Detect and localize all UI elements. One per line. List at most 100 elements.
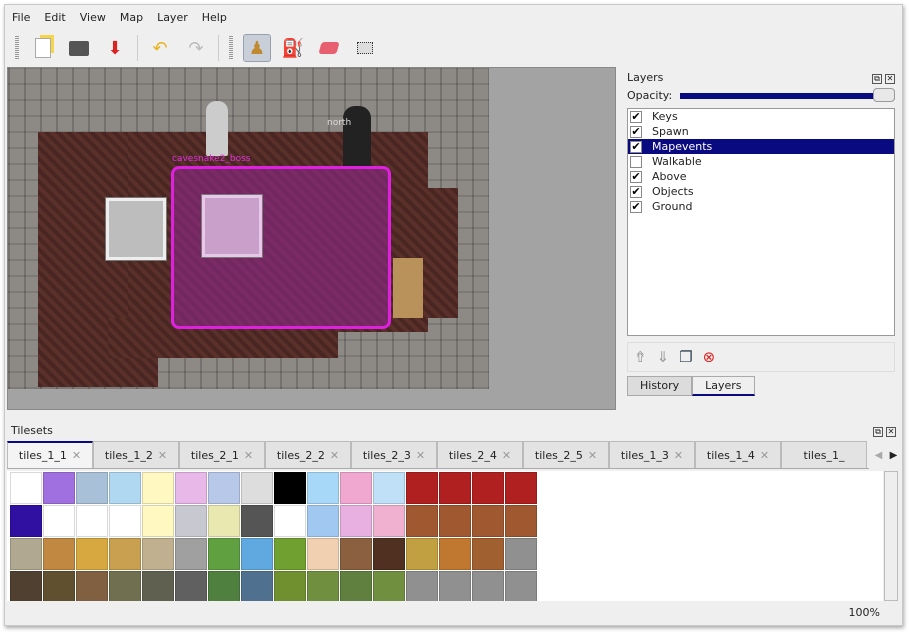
layer-visibility-checkbox[interactable]: ✔ [630, 199, 642, 213]
tileset-scrollbar[interactable] [884, 471, 898, 601]
layer-item[interactable]: ✔ Mapevents [628, 139, 894, 154]
tileset-tile[interactable] [208, 472, 240, 504]
duplicate-layer-icon[interactable]: ❐ [679, 348, 693, 366]
tileset-tab[interactable]: tiles_1_1 ✕ [7, 441, 93, 468]
menu-file[interactable]: File [12, 11, 31, 24]
close-tab-icon[interactable]: ✕ [415, 448, 426, 462]
tileset-tile[interactable] [142, 505, 174, 537]
tileset-tile[interactable] [76, 505, 108, 537]
close-tab-icon[interactable]: ✕ [71, 449, 82, 462]
open-icon[interactable] [65, 34, 93, 62]
move-layer-up-icon[interactable]: ⇮ [634, 348, 647, 366]
close-tab-icon[interactable]: ✕ [329, 448, 340, 462]
selected-object[interactable] [171, 166, 391, 329]
tileset-tile[interactable] [208, 571, 240, 601]
tileset-tile[interactable] [505, 571, 537, 601]
tileset-tile[interactable] [373, 538, 405, 570]
tileset-tab[interactable]: tiles_2_1 ✕ [179, 441, 265, 468]
tileset-tab[interactable]: tiles_1_3 ✕ [609, 441, 695, 468]
tileset-tile[interactable] [241, 505, 273, 537]
redo-icon[interactable]: ↷ [188, 37, 204, 59]
tileset-tile[interactable] [10, 505, 42, 537]
tab-history[interactable]: History [627, 376, 693, 396]
tileset-tile[interactable] [175, 538, 207, 570]
tileset-tile[interactable] [505, 472, 537, 504]
tileset-tile[interactable] [109, 538, 141, 570]
tileset-tile[interactable] [274, 571, 306, 601]
tileset-tile[interactable] [439, 538, 471, 570]
tileset-tab[interactable]: tiles_2_2 ✕ [265, 441, 351, 468]
tileset-tile[interactable] [373, 472, 405, 504]
menu-view[interactable]: View [79, 11, 106, 24]
layer-item[interactable]: ✔ Keys [628, 109, 894, 124]
tileset-tile[interactable] [340, 538, 372, 570]
tileset-tile[interactable] [472, 571, 504, 601]
tileset-tile[interactable] [142, 571, 174, 601]
tileset-tile[interactable] [43, 538, 75, 570]
tileset-tile[interactable] [307, 505, 339, 537]
tileset-tile[interactable] [109, 505, 141, 537]
tileset-tile[interactable] [505, 505, 537, 537]
tileset-tile[interactable] [10, 571, 42, 601]
tileset-tile[interactable] [109, 571, 141, 601]
tileset-tile[interactable] [76, 472, 108, 504]
map-canvas[interactable]: cavesnake2_boss north [7, 67, 616, 410]
delete-layer-icon[interactable]: ⊗ [702, 348, 716, 366]
tileset-tile[interactable] [406, 571, 438, 601]
tileset-tile[interactable] [439, 472, 471, 504]
close-tab-icon[interactable]: ✕ [157, 448, 168, 462]
tileset-tile[interactable] [307, 538, 339, 570]
layer-item[interactable]: ✔ Above [628, 169, 894, 184]
tileset-tile[interactable] [10, 472, 42, 504]
close-tab-icon[interactable]: ✕ [243, 448, 254, 462]
eraser-icon[interactable] [315, 34, 343, 62]
tileset-tile[interactable] [505, 538, 537, 570]
toolbar-grip[interactable] [15, 36, 19, 60]
float-icon[interactable]: ⧉ [872, 73, 882, 84]
close-tab-icon[interactable]: ✕ [587, 448, 598, 462]
tileset-tile[interactable] [175, 505, 207, 537]
menu-edit[interactable]: Edit [44, 11, 66, 24]
undo-icon[interactable]: ↶ [152, 37, 168, 59]
tileset-tile[interactable] [406, 505, 438, 537]
tileset-tab[interactable]: tiles_1_2 ✕ [93, 441, 179, 468]
tileset-tile[interactable] [10, 538, 42, 570]
tileset-tile[interactable] [340, 571, 372, 601]
tileset-tile[interactable] [76, 571, 108, 601]
tileset-tile[interactable] [109, 472, 141, 504]
close-tab-icon[interactable]: ✕ [501, 448, 512, 462]
tileset-tile[interactable] [307, 472, 339, 504]
tileset-tile[interactable] [208, 538, 240, 570]
tileset-tile[interactable] [175, 571, 207, 601]
save-icon[interactable]: ⬇ [107, 37, 123, 59]
layer-visibility-checkbox[interactable]: ✔ [630, 184, 642, 198]
tileset-tab[interactable]: tiles_1_ [781, 441, 867, 468]
layer-visibility-checkbox[interactable]: ✔ [630, 139, 642, 153]
rect-select-icon[interactable] [351, 34, 379, 62]
tileset-tile[interactable] [208, 505, 240, 537]
tileset-tile[interactable] [472, 538, 504, 570]
tileset-tile[interactable] [406, 472, 438, 504]
tileset-tile[interactable] [340, 505, 372, 537]
tileset-tile[interactable] [406, 538, 438, 570]
tileset-tile[interactable] [175, 472, 207, 504]
toolbar-grip[interactable] [229, 36, 233, 60]
layer-item[interactable]: ✔ Spawn [628, 124, 894, 139]
tileset-tile[interactable] [274, 472, 306, 504]
tileset-grid[interactable] [7, 471, 883, 601]
layer-visibility-checkbox[interactable]: ✔ [630, 169, 642, 183]
tileset-tile[interactable] [472, 505, 504, 537]
tileset-tile[interactable] [76, 538, 108, 570]
tileset-tile[interactable] [142, 538, 174, 570]
close-icon[interactable]: ✕ [885, 73, 895, 84]
bucket-fill-icon[interactable]: ⛽ [281, 37, 305, 59]
float-icon[interactable]: ⧉ [873, 426, 883, 437]
tileset-tile[interactable] [439, 505, 471, 537]
tileset-tile[interactable] [373, 505, 405, 537]
tileset-tile[interactable] [241, 472, 273, 504]
tab-scroll-left-icon[interactable]: ◀ [874, 449, 883, 461]
tileset-tile[interactable] [472, 472, 504, 504]
tileset-tile[interactable] [241, 571, 273, 601]
stamp-brush-icon[interactable]: ♟ [243, 34, 271, 62]
tileset-tile[interactable] [373, 571, 405, 601]
